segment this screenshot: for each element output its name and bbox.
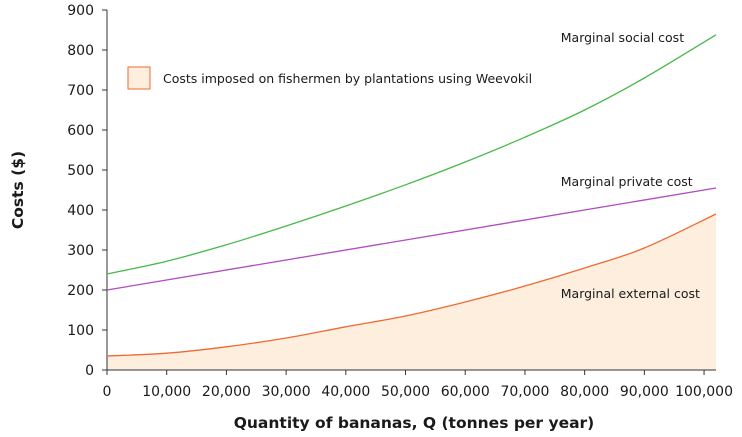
marginal-external-cost-area xyxy=(107,214,716,370)
y-tick-label-400: 400 xyxy=(67,203,94,219)
y-tick-label-200: 200 xyxy=(67,283,94,299)
marginal-external-cost-line xyxy=(106,213,717,357)
legend-swatch xyxy=(127,66,151,90)
legend: Costs imposed on fishermen by plantation… xyxy=(127,66,532,90)
x-tick-label-70000: 70,000 xyxy=(500,384,549,400)
axes-layer: 0 100 200 300 400 500 600 700 800 900 0 10,000 20,00… xyxy=(67,3,733,400)
y-tick-label-0: 0 xyxy=(85,363,94,379)
y-tick-label-500: 500 xyxy=(67,163,94,179)
lines-layer xyxy=(106,34,717,357)
x-tick-label-100000: 100,000 xyxy=(675,384,733,400)
y-tick-label-800: 800 xyxy=(67,43,94,59)
y-tick-label-700: 700 xyxy=(67,83,94,99)
area-layer xyxy=(107,214,716,370)
y-tick-label-100: 100 xyxy=(67,323,94,339)
y-axis-title: Costs ($) xyxy=(9,151,27,229)
x-tick-label-0: 0 xyxy=(103,384,112,400)
x-tick-label-30000: 30,000 xyxy=(262,384,311,400)
y-tick-label-600: 600 xyxy=(67,123,94,139)
marginal-social-cost-line xyxy=(106,34,717,275)
marginal-social-cost-label: Marginal social cost xyxy=(561,30,684,45)
x-axis-title: Quantity of bananas, Q (tonnes per year) xyxy=(234,414,595,432)
x-tick-label-20000: 20,000 xyxy=(202,384,251,400)
labels-layer: Marginal social cost Marginal private cos… xyxy=(561,30,700,301)
x-tick-label-90000: 90,000 xyxy=(620,384,669,400)
x-tick-label-10000: 10,000 xyxy=(142,384,191,400)
legend-label: Costs imposed on fishermen by plantation… xyxy=(163,71,532,86)
x-tick-label-50000: 50,000 xyxy=(381,384,430,400)
marginal-private-cost-line xyxy=(106,187,717,291)
x-tick-label-60000: 60,000 xyxy=(441,384,490,400)
y-tick-label-300: 300 xyxy=(67,243,94,259)
marginal-external-cost-label: Marginal external cost xyxy=(561,286,700,301)
x-tick-label-80000: 80,000 xyxy=(560,384,609,400)
x-tick-label-40000: 40,000 xyxy=(321,384,370,400)
y-tick-label-900: 900 xyxy=(67,3,94,19)
marginal-private-cost-label: Marginal private cost xyxy=(561,174,693,189)
